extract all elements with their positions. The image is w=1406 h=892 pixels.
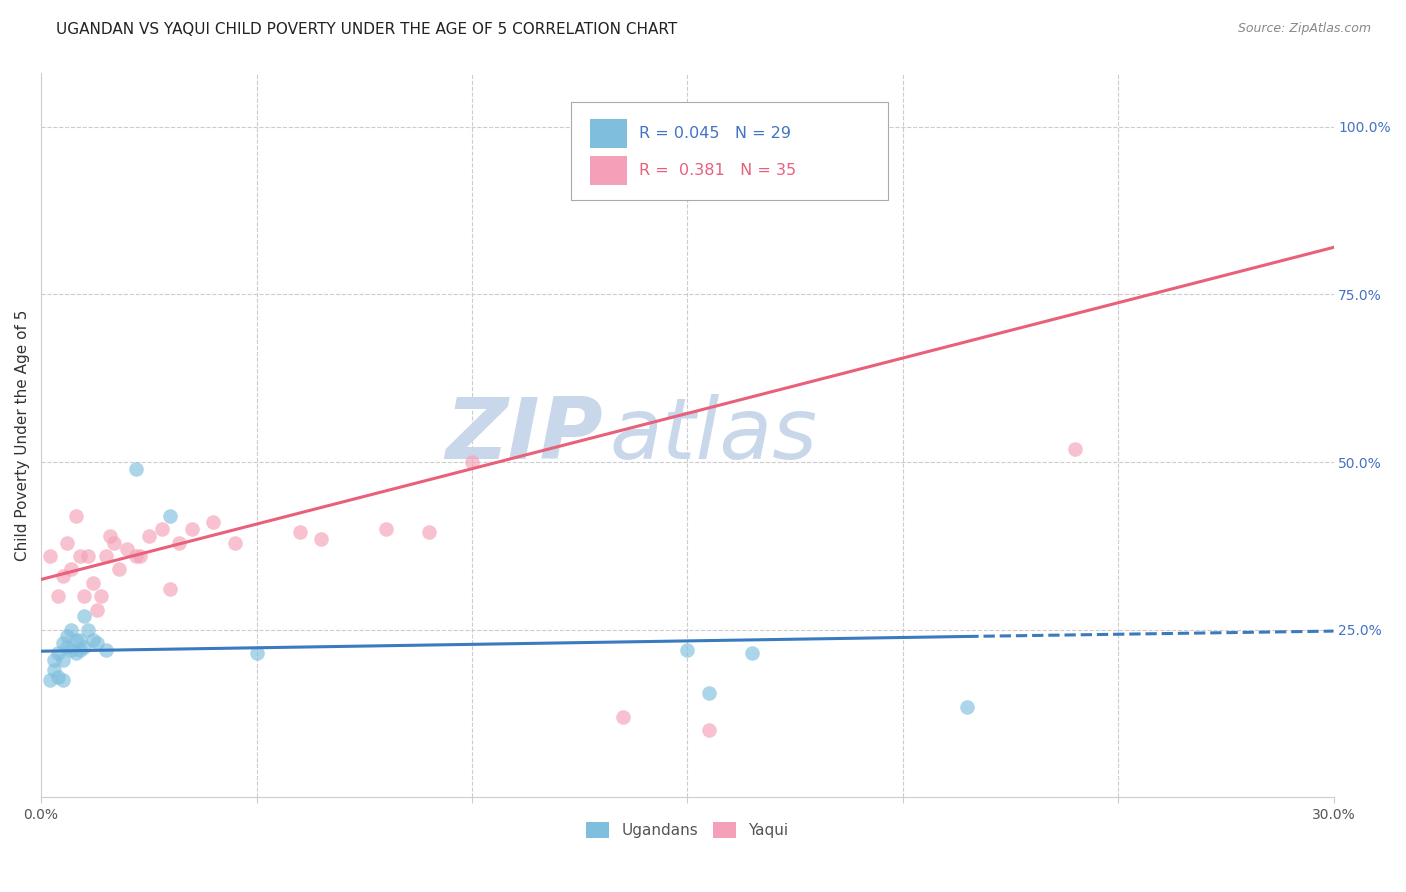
- Point: [1064, 442, 1087, 456]
- Point: [46, 589, 69, 603]
- Point: [245, 646, 267, 660]
- Point: [56, 630, 79, 644]
- Point: [180, 522, 202, 536]
- Point: [288, 525, 311, 540]
- Point: [60, 562, 83, 576]
- Point: [86, 602, 108, 616]
- Point: [52, 569, 75, 583]
- Point: [98, 529, 121, 543]
- Point: [107, 562, 129, 576]
- Point: [69, 632, 91, 647]
- Point: [138, 529, 160, 543]
- Point: [167, 535, 190, 549]
- Point: [94, 643, 117, 657]
- Point: [60, 623, 83, 637]
- Point: [117, 542, 139, 557]
- Point: [741, 646, 763, 660]
- Y-axis label: Child Poverty Under the Age of 5: Child Poverty Under the Age of 5: [15, 310, 30, 561]
- Point: [82, 575, 104, 590]
- Point: [38, 549, 60, 563]
- Point: [676, 643, 699, 657]
- Point: [42, 663, 65, 677]
- Point: [52, 673, 75, 687]
- Point: [90, 589, 112, 603]
- Point: [65, 646, 87, 660]
- Text: R =  0.381   N = 35: R = 0.381 N = 35: [640, 163, 797, 178]
- Point: [52, 653, 75, 667]
- Point: [69, 549, 91, 563]
- Point: [103, 535, 125, 549]
- Point: [224, 535, 246, 549]
- Point: [46, 670, 69, 684]
- FancyBboxPatch shape: [591, 156, 627, 186]
- Point: [42, 653, 65, 667]
- Point: [374, 522, 396, 536]
- Point: [612, 710, 634, 724]
- Point: [125, 462, 148, 476]
- Point: [697, 723, 720, 738]
- Point: [82, 632, 104, 647]
- Point: [741, 133, 763, 147]
- Text: Source: ZipAtlas.com: Source: ZipAtlas.com: [1237, 22, 1371, 36]
- Point: [73, 609, 96, 624]
- Point: [159, 582, 181, 597]
- FancyBboxPatch shape: [591, 119, 627, 147]
- Point: [461, 455, 484, 469]
- Legend: Ugandans, Yaqui: Ugandans, Yaqui: [581, 816, 794, 844]
- Point: [69, 643, 91, 657]
- Text: ZIP: ZIP: [446, 393, 603, 476]
- Point: [94, 549, 117, 563]
- Point: [309, 532, 332, 546]
- Point: [86, 636, 108, 650]
- Point: [38, 673, 60, 687]
- Point: [56, 640, 79, 654]
- Point: [60, 643, 83, 657]
- Point: [418, 525, 440, 540]
- Point: [77, 549, 100, 563]
- Point: [202, 516, 225, 530]
- Point: [125, 549, 148, 563]
- Point: [52, 636, 75, 650]
- FancyBboxPatch shape: [571, 102, 887, 200]
- Point: [77, 623, 100, 637]
- Point: [159, 508, 181, 523]
- Point: [65, 508, 87, 523]
- Point: [956, 699, 979, 714]
- Point: [73, 640, 96, 654]
- Point: [56, 535, 79, 549]
- Text: R = 0.045   N = 29: R = 0.045 N = 29: [640, 126, 792, 141]
- Point: [73, 589, 96, 603]
- Point: [697, 686, 720, 700]
- Point: [129, 549, 152, 563]
- Point: [65, 632, 87, 647]
- Text: atlas: atlas: [610, 393, 818, 476]
- Point: [150, 522, 173, 536]
- Text: UGANDAN VS YAQUI CHILD POVERTY UNDER THE AGE OF 5 CORRELATION CHART: UGANDAN VS YAQUI CHILD POVERTY UNDER THE…: [56, 22, 678, 37]
- Point: [46, 646, 69, 660]
